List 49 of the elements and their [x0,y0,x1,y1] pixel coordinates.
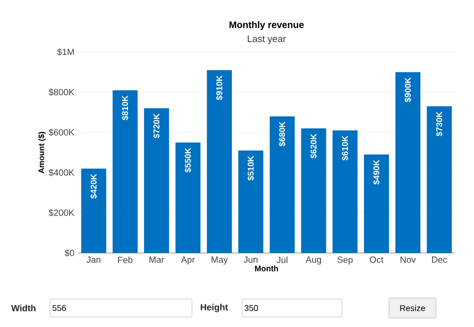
x-tick-label: Jul [276,256,288,264]
text: Height [200,304,228,312]
bar [238,150,264,253]
y-tick-label: $0 [64,249,74,257]
y-tick-label: $400K [48,168,74,176]
bar [144,108,170,253]
bar [270,116,295,253]
text: 350 [244,305,258,311]
data-label: $550K [184,148,192,172]
x-tick-label: Oct [370,256,384,263]
x-tick-label: Apr [181,256,195,265]
data-label: $510K [247,156,254,181]
bar [426,106,452,253]
bar [364,154,389,253]
data-label: $490K [373,160,380,185]
bar [395,72,420,253]
data-label: $620K [310,134,318,158]
text: Width [11,304,36,312]
x-tick-label: Jan [86,256,100,263]
chart-subtitle: Last year [248,35,286,44]
data-label: $910K [216,75,223,100]
text: 556 [52,305,66,311]
bar [206,70,232,253]
x-tick-label: Sep [337,256,353,265]
y-tick-label: $600K [48,128,74,136]
bar [301,128,326,253]
text: Resize [400,304,426,312]
x-tick-label: Dec [432,256,448,263]
x-tick-label: Nov [400,256,416,263]
x-tick-label: Mar [150,256,164,263]
data-label: $900K [404,77,412,102]
y-tick-label: $200K [48,209,74,216]
y-tick-label: $800K [48,88,74,96]
x-tick-label: Aug [306,256,322,265]
data-label: $730K [436,112,443,136]
data-label: $610K [342,136,349,160]
y-tick-label: $1M [57,48,74,56]
chart-title: Monthly revenue [230,21,304,30]
data-label: $680K [278,122,286,146]
data-label: $420K [90,174,98,199]
data-label: $810K [122,95,129,120]
bar [332,130,358,253]
x-tick-label: May [212,256,228,265]
x-tick-label: Jun [244,256,258,263]
x-tick-label: Feb [118,256,132,264]
bar [112,90,138,253]
data-label: $720K [153,114,160,138]
bar [81,168,106,253]
bar [175,142,200,253]
